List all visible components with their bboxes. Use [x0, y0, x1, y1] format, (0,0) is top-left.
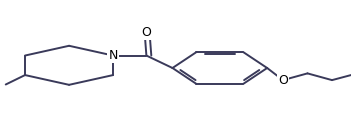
Text: O: O	[278, 74, 288, 87]
Text: O: O	[142, 26, 151, 39]
Text: N: N	[108, 49, 118, 62]
